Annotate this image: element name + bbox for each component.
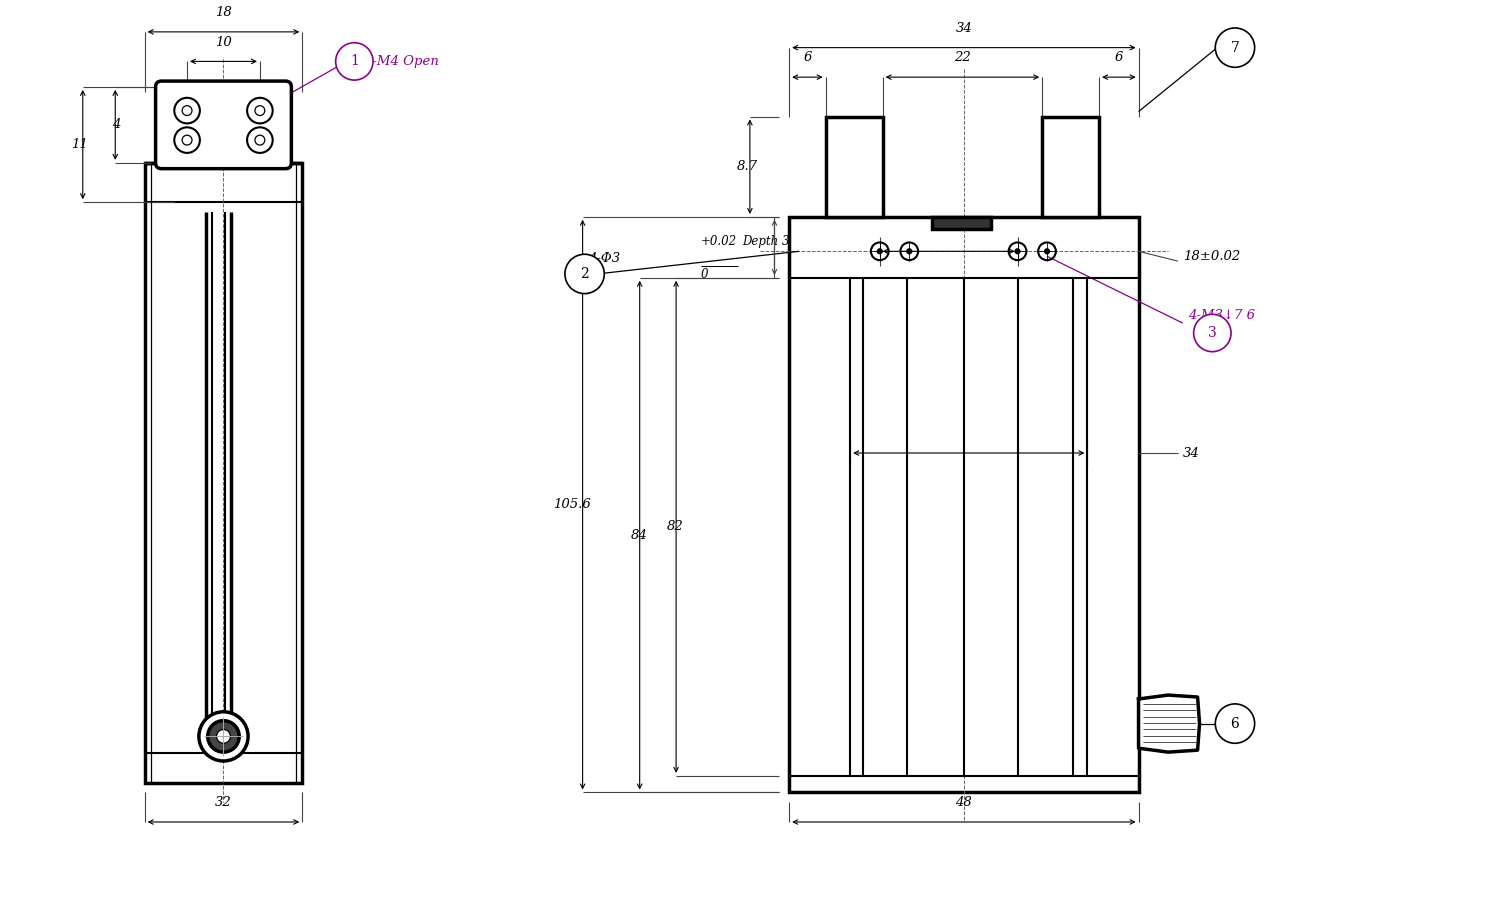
Text: 10: 10 [215,36,232,48]
Text: 82: 82 [667,520,684,534]
Bar [826,117,883,217]
Text: +0.02: +0.02 [701,235,737,248]
Circle shape [565,254,605,293]
Text: 6: 6 [804,51,811,65]
Text: 48: 48 [955,797,972,809]
Text: 4-M3↓7 6: 4-M3↓7 6 [1187,309,1254,322]
Bar [150,162,296,782]
Circle shape [1216,28,1254,67]
Text: 1: 1 [349,55,358,68]
Circle shape [1015,248,1019,254]
Text: 32: 32 [215,797,232,809]
Text: 2: 2 [580,267,588,281]
Text: 18±0.02: 18±0.02 [1183,249,1241,263]
Circle shape [1193,314,1230,352]
Circle shape [877,248,883,254]
Circle shape [336,43,373,80]
Text: 105.6: 105.6 [553,498,590,511]
Circle shape [1216,704,1254,744]
Polygon shape [1138,695,1199,752]
FancyBboxPatch shape [156,81,291,169]
Bar [144,162,302,782]
Text: 4: 4 [111,118,120,131]
Text: Depth 3: Depth 3 [742,235,789,248]
Text: 6: 6 [1114,51,1123,65]
Bar [789,217,1138,792]
Circle shape [1045,248,1049,254]
Text: 18: 18 [215,6,232,19]
Text: 11: 11 [71,138,88,151]
Circle shape [906,248,912,254]
Circle shape [217,729,230,744]
Text: 22: 22 [954,51,970,65]
Bar [1042,117,1100,217]
Text: 34: 34 [1183,447,1199,459]
Text: 6: 6 [1230,717,1239,730]
Text: 34: 34 [955,22,972,35]
Text: 0: 0 [701,268,709,281]
Text: 2-M4 Open: 2-M4 Open [364,55,438,68]
Circle shape [208,720,239,752]
Text: 7: 7 [1230,40,1239,55]
Text: 84: 84 [632,528,648,542]
Text: 8.7: 8.7 [737,161,758,173]
Circle shape [199,712,248,761]
Bar [932,217,991,229]
Text: 3: 3 [1208,326,1217,340]
Text: 4-Φ3: 4-Φ3 [588,252,620,265]
